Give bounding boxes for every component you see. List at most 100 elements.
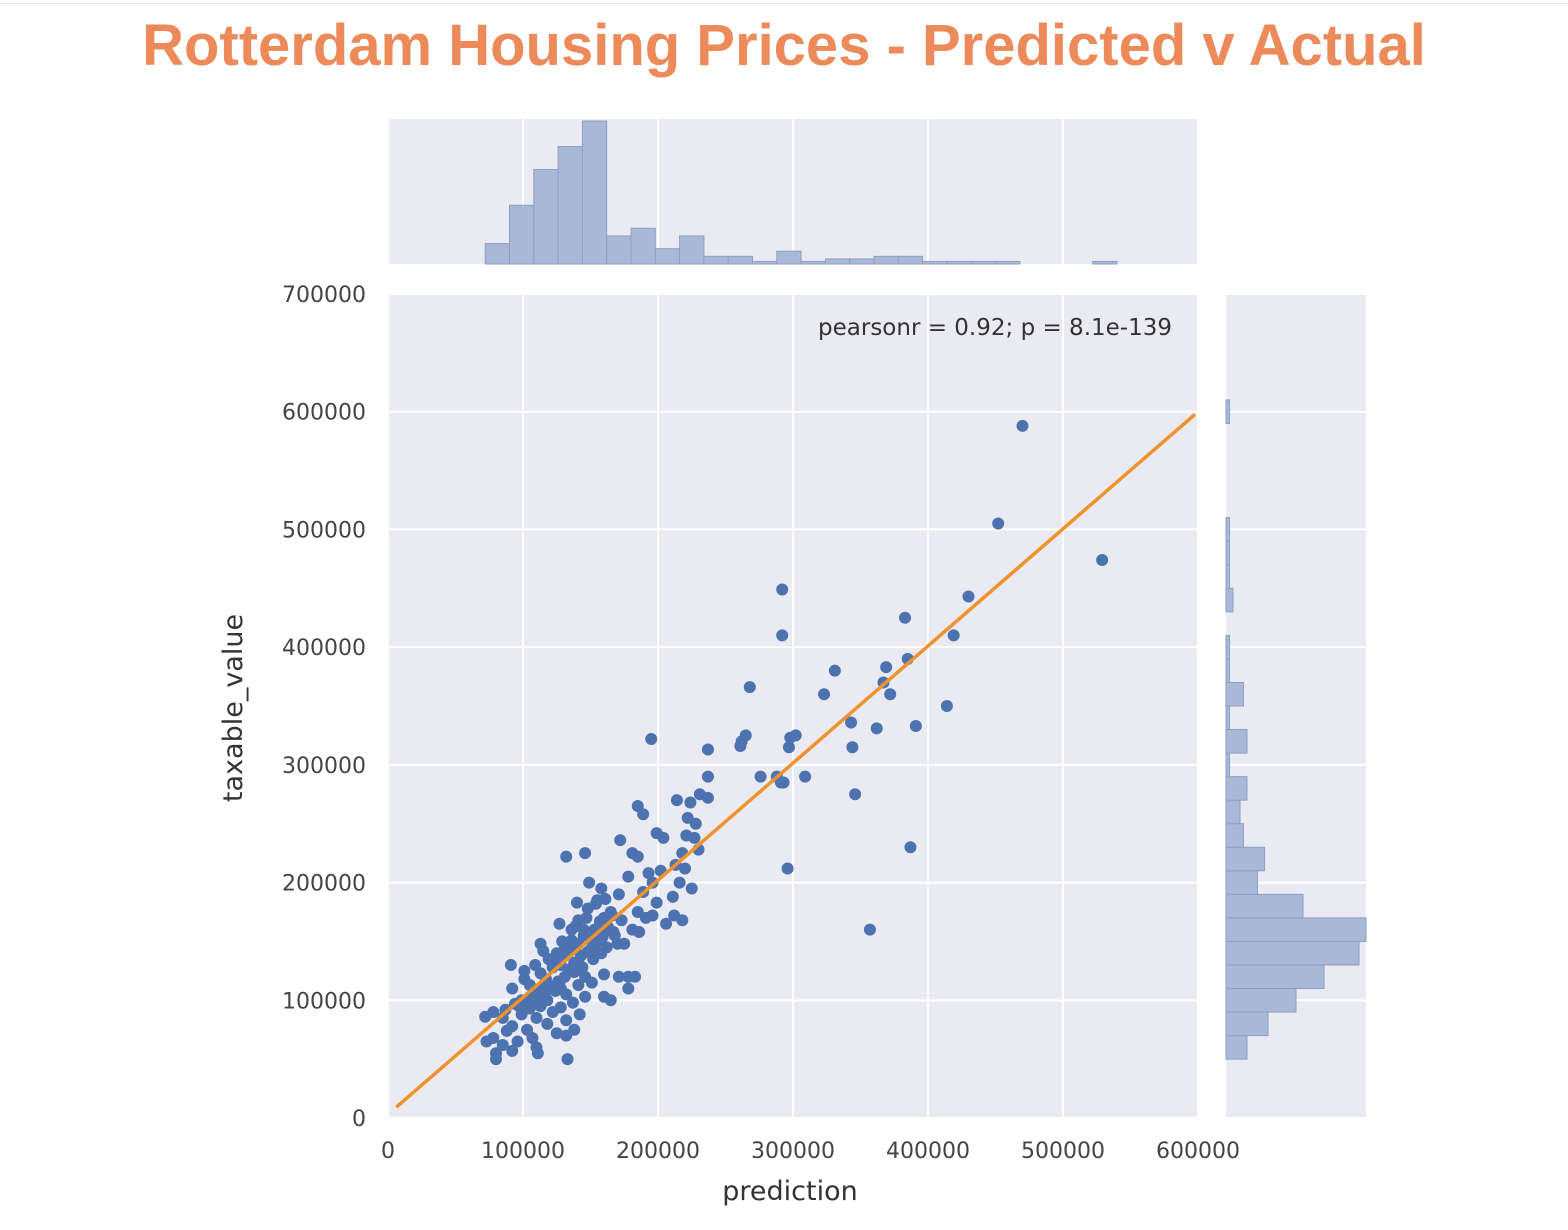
histogram-bar-top: [509, 204, 535, 265]
scatter-point: [679, 862, 691, 875]
scatter-point: [593, 915, 606, 928]
histogram-bar-top: [679, 235, 705, 265]
scatter-point: [595, 882, 608, 895]
histogram-bar-right: [1225, 587, 1234, 613]
scatter-point: [849, 788, 862, 801]
scatter-point: [526, 1031, 539, 1044]
scatter-point: [657, 831, 670, 844]
histogram-bar-top: [897, 255, 924, 265]
scatter-point: [622, 870, 635, 883]
scatter-point: [573, 963, 586, 976]
scatter-point: [531, 1047, 544, 1060]
scatter-point: [490, 1053, 502, 1066]
histogram-bar-top: [727, 255, 754, 265]
scatter-point: [781, 862, 794, 875]
histogram-bar-top: [922, 260, 948, 265]
scatter-point: [645, 732, 658, 745]
scatter-point: [676, 914, 689, 927]
scatter-point: [560, 1014, 573, 1027]
x-tick-label: 200000: [616, 1139, 700, 1164]
y-axis-label: taxable_value: [218, 614, 249, 802]
histogram-bar-right: [1225, 752, 1230, 778]
scatter-point: [599, 893, 612, 906]
scatter-point: [784, 731, 797, 744]
scatter-point: [660, 917, 673, 930]
scatter-point: [614, 834, 627, 847]
histogram-bar-right: [1225, 1011, 1269, 1037]
scatter-point: [633, 926, 646, 939]
histogram-bar-right: [1225, 399, 1230, 424]
histogram-bar-top: [557, 146, 583, 265]
scatter-point: [684, 796, 697, 809]
y-tick-label: 500000: [282, 518, 366, 543]
top-divider: [0, 3, 1568, 4]
scatter-point: [701, 743, 714, 756]
scatter-point: [828, 664, 841, 677]
scatter-point: [598, 968, 610, 981]
scatter-point: [899, 611, 912, 624]
histogram-bar-top: [703, 255, 729, 265]
scatter-point: [583, 876, 596, 889]
scatter-point: [670, 794, 683, 807]
scatter-point: [561, 1053, 574, 1066]
scatter-point: [1016, 419, 1029, 432]
histogram-bar-top: [800, 260, 826, 265]
scatter-point: [863, 923, 876, 936]
histogram-bar-right: [1225, 988, 1297, 1013]
y-tick-label: 600000: [282, 401, 366, 426]
histogram-bar-top: [630, 227, 656, 265]
x-tick-labels: 0 100000 200000 300000 400000 500000 600000: [381, 1139, 1240, 1164]
scatter-point: [504, 958, 517, 971]
scatter-point: [541, 1017, 554, 1030]
scatter-point: [612, 970, 625, 983]
scatter-point: [685, 882, 698, 895]
scatter-point: [589, 897, 602, 910]
scatter-point: [548, 954, 561, 967]
histogram-bar-right: [1225, 658, 1230, 683]
scatter-point: [554, 982, 567, 995]
histogram-bar-right: [1225, 634, 1230, 660]
x-axis-label: prediction: [722, 1176, 857, 1207]
scatter-point: [774, 776, 787, 789]
scatter-point: [688, 831, 701, 844]
scatter-point: [776, 629, 789, 642]
chart-title: Rotterdam Housing Prices - Predicted v A…: [142, 13, 1426, 78]
scatter-point: [637, 808, 650, 821]
scatter-point: [631, 850, 644, 863]
scatter-point: [506, 1044, 519, 1057]
histogram-bar-right: [1225, 870, 1258, 895]
histogram-bar-top: [654, 248, 681, 265]
histogram-bar-right: [1225, 681, 1244, 707]
x-tick-label: 100000: [481, 1139, 565, 1164]
histogram-bar-top: [849, 258, 875, 265]
y-tick-label: 0: [352, 1107, 366, 1132]
histogram-bar-top: [824, 258, 851, 265]
scatter-point: [518, 964, 531, 977]
scatter-point: [511, 1035, 524, 1048]
scatter-point: [604, 994, 617, 1007]
x-tick-label: 400000: [886, 1139, 970, 1164]
histogram-bar-right: [1225, 729, 1248, 754]
scatter-point: [530, 1011, 543, 1024]
scatter-point: [845, 716, 858, 729]
scatter-point: [560, 850, 573, 863]
scatter-point: [1096, 554, 1109, 567]
scatter-point: [846, 741, 859, 754]
scatter-point: [701, 791, 714, 804]
scatter-point: [579, 990, 592, 1003]
scatter-point: [870, 722, 883, 735]
scatter-point: [579, 847, 592, 860]
histogram-bar-right: [1225, 705, 1230, 731]
scatter-point: [560, 1029, 573, 1042]
histogram-bar-top: [1092, 260, 1118, 265]
scatter-point: [701, 770, 714, 783]
y-tick-labels: 0 100000 200000 300000 400000 500000 600000 700…: [282, 283, 366, 1132]
scatter-point: [666, 890, 679, 903]
scatter-point: [566, 996, 579, 1009]
scatter-point: [689, 817, 702, 830]
histogram-bar-top: [970, 260, 997, 265]
scatter-point: [940, 700, 953, 712]
scatter-point: [611, 937, 624, 950]
histogram-bar-right: [1225, 917, 1367, 942]
